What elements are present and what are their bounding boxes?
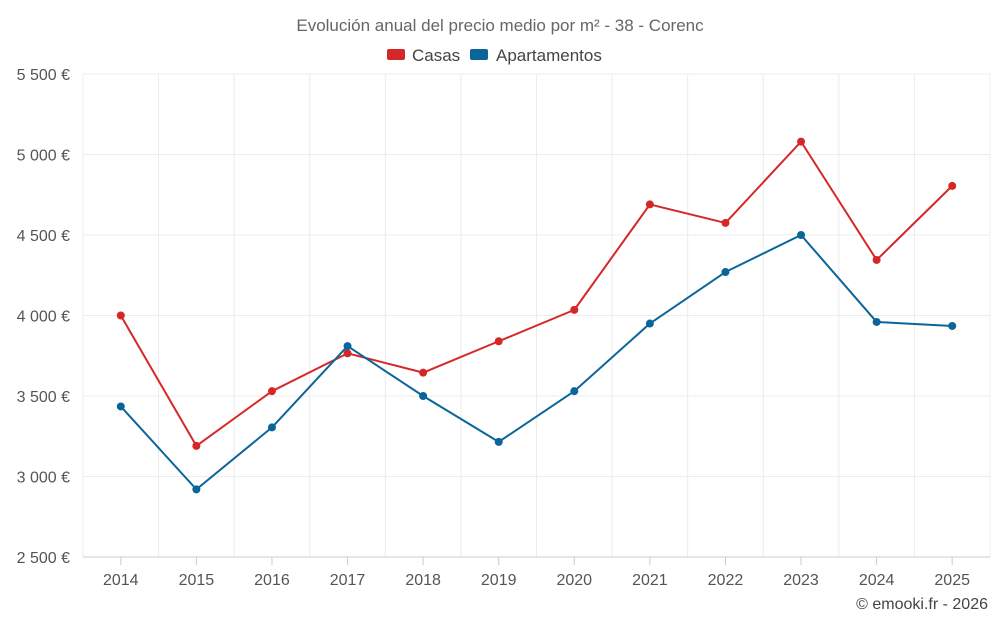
data-point-apartamentos[interactable] xyxy=(872,317,881,326)
data-point-apartamentos[interactable] xyxy=(797,231,806,239)
x-tick-label: 2014 xyxy=(103,572,139,589)
y-tick-label: 5 000 € xyxy=(17,148,70,165)
data-point-apartamentos[interactable] xyxy=(721,268,730,277)
data-point-casas[interactable] xyxy=(343,349,352,358)
legend-label-casas: Casas xyxy=(412,46,460,65)
legend-swatch-casas xyxy=(387,49,405,60)
data-point-apartamentos[interactable] xyxy=(494,437,503,446)
data-point-casas[interactable] xyxy=(721,218,730,227)
y-tick-label: 5 500 € xyxy=(17,67,70,84)
legend-item-casas[interactable]: Casas xyxy=(387,46,460,65)
data-point-apartamentos[interactable] xyxy=(116,402,125,411)
data-point-casas[interactable] xyxy=(797,137,806,146)
data-point-apartamentos[interactable] xyxy=(192,485,201,494)
series-line-apartamentos xyxy=(120,234,953,491)
legend-label-apartamentos: Apartamentos xyxy=(496,46,602,65)
y-tick-label: 3 500 € xyxy=(17,389,70,406)
y-tick-label: 4 500 € xyxy=(17,228,70,245)
y-tick-label: 3 000 € xyxy=(17,470,70,487)
x-tick-label: 2016 xyxy=(254,572,290,589)
data-point-casas[interactable] xyxy=(948,181,957,190)
grid xyxy=(82,73,991,558)
x-tick-label: 2020 xyxy=(556,572,592,589)
x-tick-label: 2018 xyxy=(405,572,441,589)
x-axis: 2014 2015 2016 2017 2018 2019 2020 2021 2022 2023… xyxy=(83,556,990,589)
x-tick-label: 2024 xyxy=(859,572,895,589)
data-point-apartamentos[interactable] xyxy=(267,423,276,432)
data-point-apartamentos[interactable] xyxy=(419,392,428,400)
data-point-casas[interactable] xyxy=(192,441,201,450)
series-line-casas xyxy=(119,140,953,447)
x-tick-label: 2021 xyxy=(632,572,668,589)
x-tick-label: 2017 xyxy=(330,572,366,589)
data-point-casas[interactable] xyxy=(116,311,125,320)
data-point-casas[interactable] xyxy=(419,368,428,377)
data-point-apartamentos[interactable] xyxy=(343,342,352,351)
y-tick-label: 4 000 € xyxy=(17,309,70,326)
x-tick-label: 2023 xyxy=(783,572,819,589)
y-tick-label: 2 500 € xyxy=(17,550,70,567)
x-tick-label: 2022 xyxy=(708,572,744,589)
legend-item-apartamentos[interactable]: Apartamentos xyxy=(470,46,602,65)
data-point-casas[interactable] xyxy=(494,337,503,346)
data-point-casas[interactable] xyxy=(570,305,579,314)
data-point-apartamentos[interactable] xyxy=(570,387,579,396)
chart-title: Evolución anual del precio medio por m² … xyxy=(296,16,704,35)
series xyxy=(116,137,957,494)
data-point-casas[interactable] xyxy=(872,255,881,264)
x-tick-label: 2015 xyxy=(179,572,215,589)
data-point-casas[interactable] xyxy=(645,200,654,209)
legend-swatch-apartamentos xyxy=(470,49,488,60)
data-point-apartamentos[interactable] xyxy=(645,319,654,328)
y-axis: 2 500 € 3 000 € 3 500 € 4 000 € 4 500 € 5 000… xyxy=(17,67,70,567)
data-point-casas[interactable] xyxy=(267,387,276,396)
credit-text: © emooki.fr - 2026 xyxy=(856,596,988,613)
data-point-apartamentos[interactable] xyxy=(948,321,957,330)
x-tick-label: 2025 xyxy=(934,572,970,589)
legend: Casas Apartamentos xyxy=(387,46,602,65)
x-tick-label: 2019 xyxy=(481,572,517,589)
